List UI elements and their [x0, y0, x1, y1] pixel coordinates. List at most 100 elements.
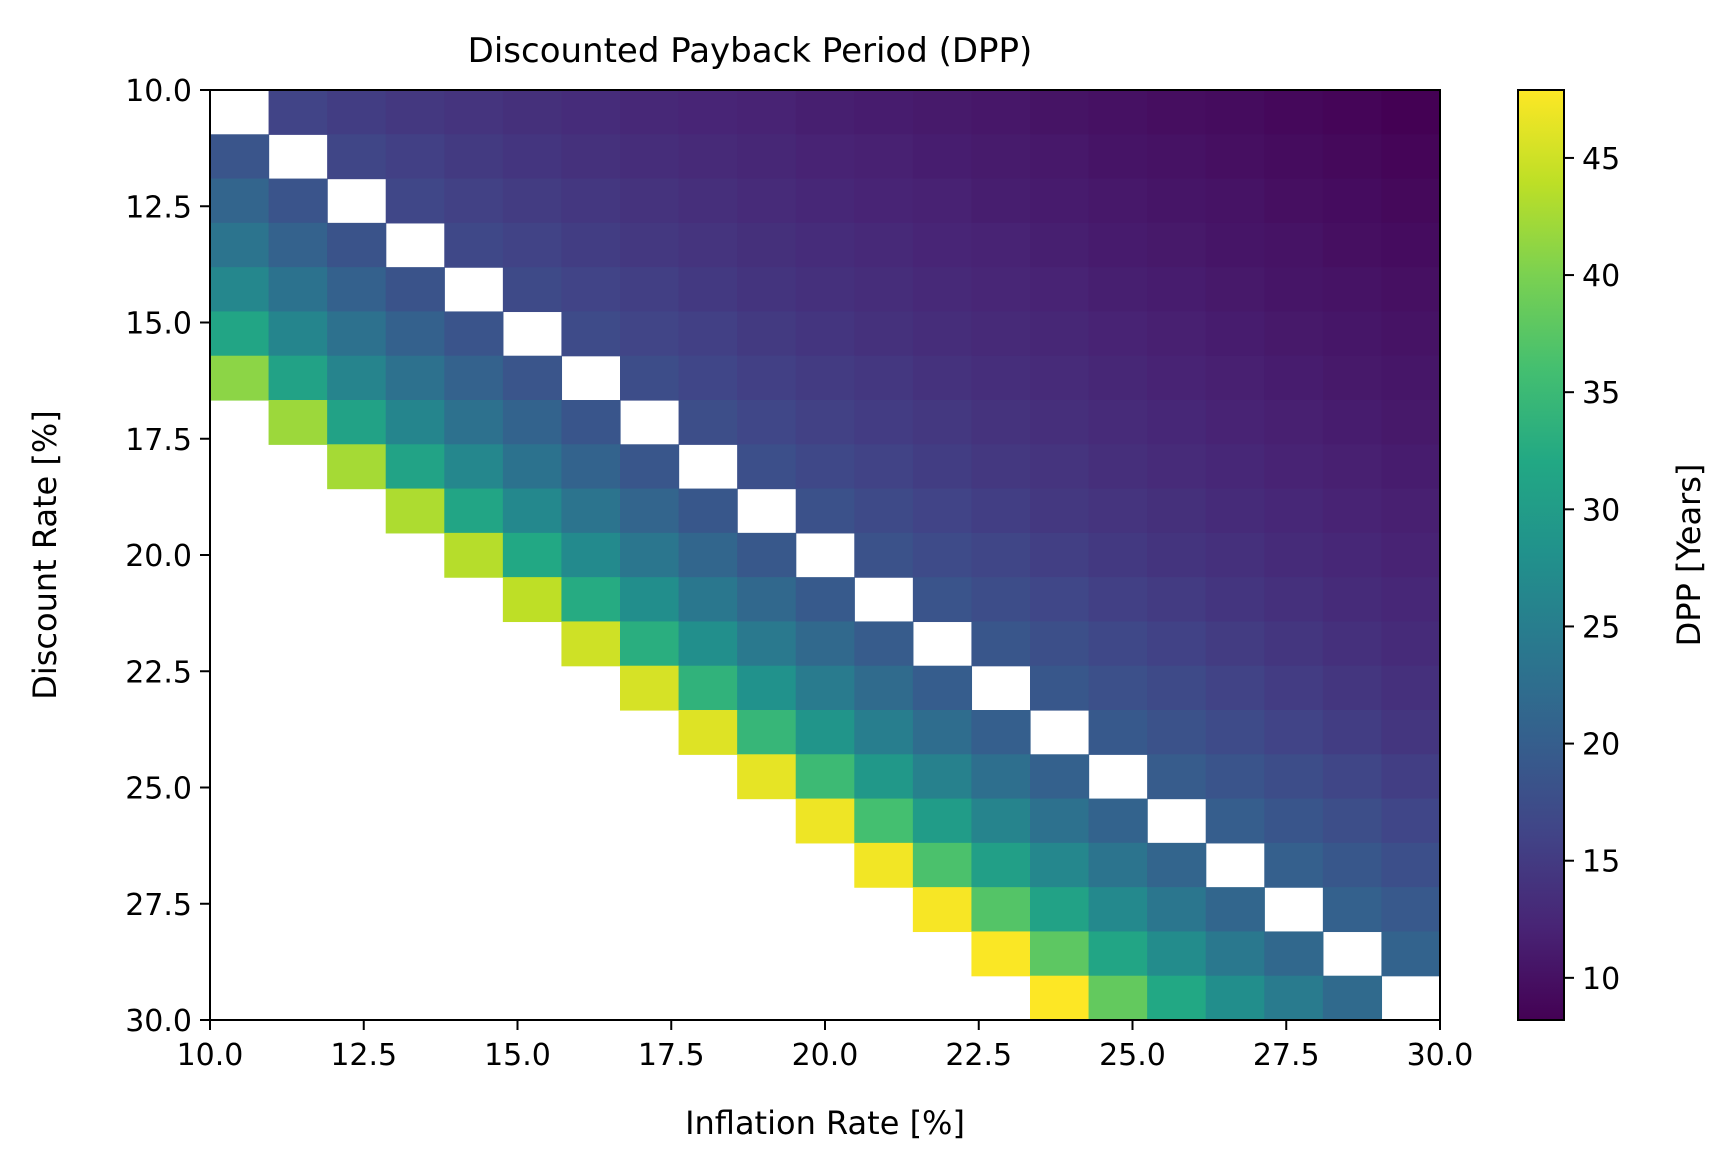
heatmap-cell [1030, 887, 1090, 933]
heatmap-cell [854, 842, 914, 888]
heatmap-cell [327, 267, 387, 313]
heatmap-cell [854, 222, 914, 268]
heatmap-cell [1381, 222, 1441, 268]
heatmap-cell [1264, 665, 1324, 711]
heatmap-cell [1205, 90, 1265, 135]
heatmap-cell [561, 400, 621, 445]
heatmap-cell [1264, 178, 1324, 224]
chart-title: Discounted Payback Period (DPP) [468, 31, 1033, 71]
heatmap-cell [620, 532, 680, 578]
x-tick-label: 22.5 [945, 1038, 1012, 1073]
heatmap-cell [1322, 975, 1383, 1021]
heatmap-cell [795, 665, 855, 711]
heatmap-cell [1088, 311, 1148, 357]
heatmap-cell [1205, 931, 1265, 977]
heatmap-cell [795, 488, 855, 534]
heatmap-cell [1088, 400, 1148, 445]
heatmap-cell [1205, 178, 1265, 224]
colorbar-tick-label: 35 [1582, 376, 1620, 411]
heatmap-cell [268, 311, 328, 357]
heatmap-cell [620, 355, 680, 401]
heatmap-cell [971, 842, 1031, 888]
y-tick-label: 25.0 [125, 772, 192, 807]
heatmap-cell [502, 444, 563, 490]
x-tick-label: 17.5 [638, 1038, 705, 1073]
heatmap-cell [1030, 355, 1090, 401]
heatmap-cell [502, 400, 563, 445]
heatmap-cell [1030, 178, 1090, 224]
heatmap-cell [1205, 311, 1265, 357]
heatmap-cell [678, 90, 738, 135]
heatmap-cell [1381, 355, 1441, 401]
heatmap-cell [502, 134, 563, 180]
heatmap-cell [912, 887, 973, 933]
heatmap-cell [1322, 311, 1383, 357]
heatmap-cell [1264, 267, 1324, 313]
colorbar-tick-label: 20 [1582, 728, 1620, 763]
heatmap-cell [1322, 665, 1383, 711]
heatmap-cell [1030, 444, 1090, 490]
heatmap-cell [1088, 532, 1148, 578]
heatmap-cell [561, 267, 621, 313]
heatmap-cell [795, 355, 855, 401]
heatmap-cell [1205, 355, 1265, 401]
heatmap-cell [737, 577, 797, 623]
heatmap-cell [854, 134, 914, 180]
heatmap-cell [502, 90, 563, 135]
heatmap-cell [561, 444, 621, 490]
heatmap-cell [1088, 665, 1148, 711]
x-tick-label: 15.0 [484, 1038, 551, 1073]
heatmap-cell [268, 90, 328, 135]
heatmap-cell [912, 400, 973, 445]
heatmap-cell [912, 798, 973, 844]
heatmap-cell [1322, 621, 1383, 667]
heatmap-cell [678, 400, 738, 445]
heatmap-cell [1264, 134, 1324, 180]
heatmap-cell [737, 400, 797, 445]
colorbar-label: DPP [Years] [1670, 464, 1708, 647]
heatmap-cell [912, 754, 973, 800]
heatmap-cell [1264, 931, 1324, 977]
heatmap-cell [1264, 90, 1324, 135]
heatmap-cell [678, 355, 738, 401]
x-tick-label: 12.5 [330, 1038, 397, 1073]
heatmap-cell [678, 311, 738, 357]
x-tick-label: 20.0 [792, 1038, 859, 1073]
heatmap-cell [971, 355, 1031, 401]
heatmap-cell [1322, 488, 1383, 534]
heatmap-cell [678, 621, 738, 667]
heatmap-cell [327, 90, 387, 135]
x-tick-label: 30.0 [1407, 1038, 1474, 1073]
heatmap-cell [971, 267, 1031, 313]
y-tick-label: 22.5 [125, 655, 192, 690]
heatmap-cell [1030, 400, 1090, 445]
heatmap-cell [1030, 488, 1090, 534]
heatmap-cell [210, 178, 270, 224]
heatmap-cell [385, 355, 445, 401]
heatmap-cell [1030, 754, 1090, 800]
heatmap-cell [971, 931, 1031, 977]
heatmap-cell [912, 311, 973, 357]
heatmap-cell [1322, 222, 1383, 268]
heatmap-cell [1147, 577, 1207, 623]
heatmap-cell [210, 134, 270, 180]
x-tick-label: 10.0 [177, 1038, 244, 1073]
heatmap-cell [385, 444, 445, 490]
colorbar [1517, 89, 1565, 1021]
heatmap-cell [327, 134, 387, 180]
heatmap-cell [854, 798, 914, 844]
heatmap-cell [502, 355, 563, 401]
heatmap-cell [971, 400, 1031, 445]
heatmap-cell [1381, 311, 1441, 357]
heatmap-cell [854, 710, 914, 755]
heatmap-cell [1322, 887, 1383, 933]
colorbar-tick-label: 25 [1582, 610, 1620, 645]
heatmap-cell [620, 665, 680, 711]
heatmap-cell [561, 90, 621, 135]
heatmap-cell [385, 178, 445, 224]
heatmap-cell [1088, 931, 1148, 977]
heatmap-cell [444, 444, 504, 490]
heatmap-cell [327, 311, 387, 357]
heatmap-cell [1088, 710, 1148, 755]
heatmap-cell [795, 444, 855, 490]
